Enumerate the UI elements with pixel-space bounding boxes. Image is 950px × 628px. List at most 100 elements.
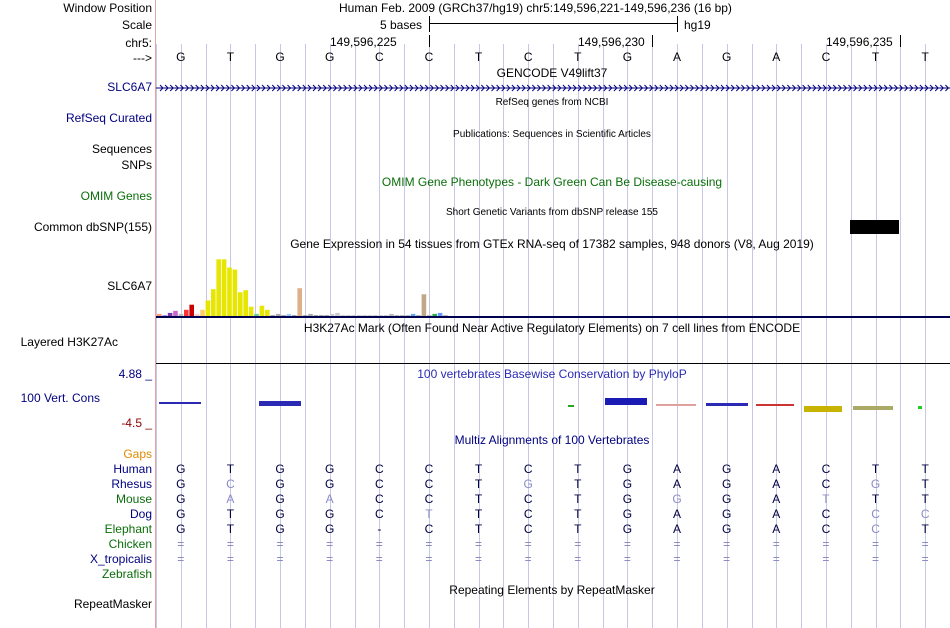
gtex-bar[interactable]	[405, 315, 410, 316]
strand-chevron	[853, 84, 858, 92]
label-gaps[interactable]: Gaps	[123, 447, 152, 461]
strand-chevron	[338, 84, 343, 92]
gtex-bar[interactable]	[351, 315, 356, 316]
label-dbsnp[interactable]: Common dbSNP(155)	[33, 220, 152, 234]
gtex-bar[interactable]	[319, 315, 324, 316]
sequence-base: G	[176, 50, 186, 64]
gtex-bar[interactable]	[292, 315, 297, 316]
label-strand[interactable]: --->	[133, 51, 152, 65]
label-repeatmasker[interactable]: RepeatMasker	[73, 597, 152, 611]
gtex-bar[interactable]	[308, 313, 313, 316]
gtex-bar[interactable]	[383, 315, 389, 316]
gtex-bar[interactable]	[275, 313, 281, 316]
gtex-bar[interactable]	[248, 306, 254, 316]
label-species-zebrafish[interactable]: Zebrafish	[101, 567, 152, 581]
gtex-bar[interactable]	[297, 288, 302, 316]
gtex-bar[interactable]	[302, 315, 308, 316]
gtex-bar[interactable]	[356, 315, 362, 316]
dog-base: G	[325, 507, 335, 521]
label-divider[interactable]	[155, 0, 156, 628]
gtex-bar[interactable]	[367, 315, 373, 316]
strand-chevron	[225, 84, 231, 92]
guideline	[156, 44, 157, 628]
gencode-gene-slc6a7[interactable]	[156, 81, 950, 95]
strand-chevron	[358, 84, 363, 92]
label-species-chicken[interactable]: Chicken	[108, 537, 152, 551]
gtex-bar[interactable]	[254, 313, 259, 316]
label-refseq[interactable]: RefSeq Curated	[65, 111, 152, 125]
gtex-bar[interactable]	[313, 315, 319, 316]
strand-chevron	[904, 84, 909, 92]
gtex-bar[interactable]	[184, 309, 189, 316]
gtex-bar[interactable]	[270, 315, 275, 316]
gtex-bar[interactable]	[324, 315, 329, 316]
gtex-bar[interactable]	[259, 305, 265, 316]
strand-chevron	[384, 84, 389, 92]
guideline	[876, 44, 877, 628]
dbsnp-variant[interactable]	[850, 220, 899, 234]
gtex-bar[interactable]	[189, 304, 194, 316]
phylop-signal[interactable]	[156, 395, 950, 415]
gtex-bar[interactable]	[389, 313, 394, 316]
gtex-bar[interactable]	[221, 259, 227, 316]
gtex-bar[interactable]	[157, 313, 162, 316]
gtex-bar[interactable]	[373, 315, 378, 316]
gtex-bar[interactable]	[243, 290, 248, 316]
gtex-bar[interactable]	[346, 315, 351, 316]
gtex-bar[interactable]	[335, 312, 340, 316]
gtex-bar[interactable]	[362, 315, 367, 316]
gtex-bar[interactable]	[421, 294, 427, 316]
gtex-bar[interactable]	[340, 315, 346, 316]
gtex-bar[interactable]	[286, 313, 292, 316]
label-h3k27ac[interactable]: Layered H3K27Ac	[20, 335, 118, 349]
label-sequences[interactable]: Sequences	[91, 142, 152, 156]
gtex-bar[interactable]	[437, 312, 443, 316]
label-species-xtropicalis[interactable]: X_tropicalis	[89, 552, 152, 566]
gtex-bar[interactable]	[281, 315, 286, 316]
strand-chevron	[353, 84, 358, 92]
strand-chevron	[679, 84, 684, 92]
gtex-bar[interactable]	[194, 313, 200, 316]
label-snps[interactable]: SNPs	[121, 158, 152, 172]
label-gtex[interactable]: SLC6A7	[107, 279, 152, 293]
label-species-elephant[interactable]: Elephant	[104, 522, 152, 536]
gtex-bar[interactable]	[227, 267, 232, 317]
gtex-bar[interactable]	[173, 310, 178, 316]
strand-chevron	[644, 84, 649, 92]
gtex-bar[interactable]	[427, 315, 432, 316]
gtex-bar[interactable]	[378, 315, 383, 316]
label-omim[interactable]: OMIM Genes	[80, 189, 152, 203]
strand-chevron	[837, 84, 843, 92]
gtex-bar[interactable]	[200, 309, 205, 316]
strand-chevron	[537, 84, 542, 92]
phylop-base-10	[605, 398, 647, 405]
gtex-bar[interactable]	[167, 312, 173, 316]
gtex-bar[interactable]	[216, 259, 221, 316]
gtex-bar[interactable]	[329, 313, 335, 316]
track-image[interactable]: Human Feb. 2009 (GRCh37/hg19) chr5:149,5…	[156, 0, 950, 628]
gtex-bar[interactable]	[162, 315, 167, 316]
label-species-human[interactable]: Human	[113, 462, 152, 476]
gtex-bar[interactable]	[211, 289, 216, 316]
label-species-rhesus[interactable]: Rhesus	[111, 477, 152, 491]
label-gencode[interactable]: SLC6A7	[107, 80, 152, 94]
gtex-bar[interactable]	[205, 300, 211, 317]
strand-chevron	[843, 84, 848, 92]
dog-base: T	[425, 507, 433, 521]
gtex-bar[interactable]	[410, 313, 416, 316]
label-cons[interactable]: 100 Vert. Cons	[20, 391, 100, 405]
label-species-dog[interactable]: Dog	[129, 507, 152, 521]
gtex-bar[interactable]	[416, 315, 421, 316]
gtex-bar[interactable]	[178, 313, 184, 316]
gtex-bar[interactable]	[265, 309, 270, 316]
gtex-bar[interactable]	[238, 292, 243, 316]
gtex-bar[interactable]	[432, 313, 437, 316]
label-species-mouse[interactable]: Mouse	[115, 492, 152, 506]
gtex-bar[interactable]	[232, 269, 238, 316]
gtex-bar[interactable]	[443, 315, 448, 316]
gtex-bar[interactable]	[400, 315, 405, 316]
strand-chevron	[251, 84, 256, 92]
gtex-chart[interactable]	[156, 250, 950, 320]
gtex-bar[interactable]	[394, 315, 400, 316]
strand-chevron	[786, 84, 792, 92]
